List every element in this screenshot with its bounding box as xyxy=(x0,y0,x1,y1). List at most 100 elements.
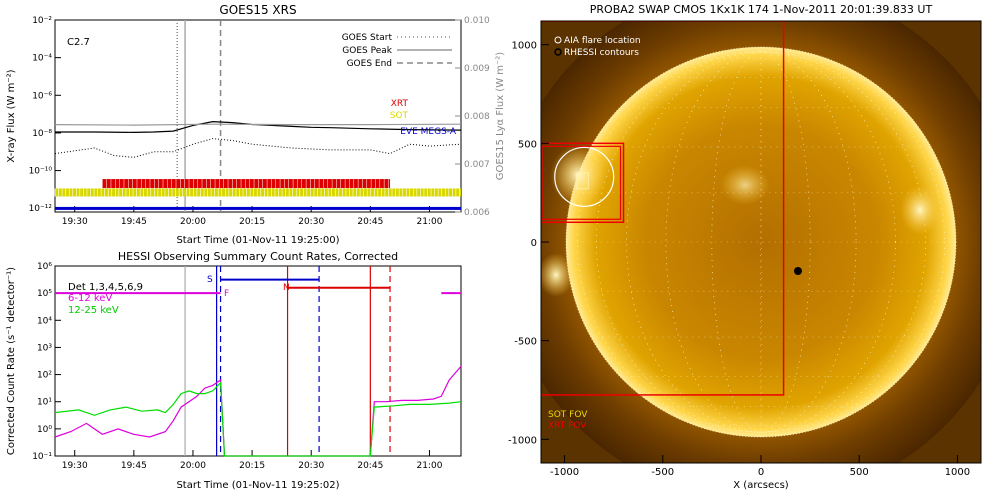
swap-fov-boxes xyxy=(541,21,785,396)
swap-panel: PROBA2 SWAP CMOS 1Kx1K 174 1-Nov-2011 20… xyxy=(508,3,982,491)
hessi-marker-f: F xyxy=(224,289,229,299)
goes-y2tick-label: 0.006 xyxy=(464,208,490,218)
swap-grid-longitude xyxy=(577,51,945,433)
hessi-xtick-label: 19:45 xyxy=(121,461,147,471)
hessi-series-line xyxy=(54,366,462,457)
goes-class-label: C2.7 xyxy=(67,37,90,48)
hessi-panel: HESSI Observing Summary Count Rates, Cor… xyxy=(6,250,462,491)
goes-panel: GOES15 XRS C2.7 10⁻¹²10⁻¹⁰10⁻⁸10⁻⁶10⁻⁴10… xyxy=(6,3,506,246)
goes-bar-eve xyxy=(55,206,461,210)
swap-legend-rhessi: RHESSI contours xyxy=(564,48,639,58)
goes-ytick-label: 10⁻⁴ xyxy=(32,54,52,64)
hessi-xtick-label: 19:30 xyxy=(62,461,88,471)
goes-y2-axis: 0.006 0.007 0.008 0.009 0.010 xyxy=(455,16,490,218)
hessi-legend-high: 12-25 keV xyxy=(68,305,119,316)
swap-ytick-label: 0 xyxy=(531,238,537,249)
swap-active-region-center xyxy=(720,165,770,205)
goes-ytick-label: 10⁻² xyxy=(32,16,52,26)
swap-fov-label-sot: SOT FOV xyxy=(548,410,588,420)
swap-legend: AIA flare location RHESSI contours xyxy=(554,36,641,58)
swap-xtick-label: 1000 xyxy=(945,467,970,478)
swap-active-region-west xyxy=(900,185,940,235)
hessi-ytick-label: 10⁶ xyxy=(37,262,52,272)
goes-xtick-label: 20:15 xyxy=(239,217,265,227)
hessi-ytick-label: 10⁴ xyxy=(37,316,52,326)
swap-xtick-label: -1000 xyxy=(550,467,579,478)
swap-limb-brightening xyxy=(541,253,574,297)
swap-fov-box-inner xyxy=(541,145,622,220)
goes-legend-start: GOES Start xyxy=(342,33,393,43)
goes-y2tick-label: 0.008 xyxy=(464,112,490,122)
hessi-xlabel: Start Time (01-Nov-11 19:25:02) xyxy=(176,480,339,491)
goes-label-sot: SOT xyxy=(390,111,409,121)
goes-label-eve: EVE MEGS-A xyxy=(400,127,457,137)
swap-grid-longitude xyxy=(711,51,811,433)
swap-rhessi-contour xyxy=(575,172,589,190)
swap-fov-label-xrt: XRT FOV xyxy=(548,421,587,431)
hessi-ytick-label: 10³ xyxy=(37,343,52,353)
goes-legend: GOES Start GOES Peak GOES End xyxy=(342,33,452,69)
swap-legend-aia-symbol xyxy=(554,36,562,44)
hessi-xtick-label: 20:15 xyxy=(239,461,265,471)
swap-ytick-label: 1000 xyxy=(512,41,537,52)
hessi-ytick-label: 10¹ xyxy=(37,398,52,408)
swap-xlabel: X (arcsecs) xyxy=(733,480,789,491)
goes-coverage-bars xyxy=(54,179,461,210)
swap-dark-spot xyxy=(794,267,802,275)
goes-ytick-label: 10⁻⁸ xyxy=(32,129,52,139)
swap-solar-disk xyxy=(566,47,956,437)
hessi-xtick-label: 20:00 xyxy=(180,461,206,471)
hessi-ytick-label: 10⁻¹ xyxy=(32,452,52,462)
swap-ytick-label: -1000 xyxy=(508,435,537,446)
goes-series-line xyxy=(55,120,462,134)
goes-series-group xyxy=(54,120,462,158)
hessi-series-group xyxy=(54,366,462,457)
swap-ytick-label: -500 xyxy=(514,337,537,348)
swap-limb-outline xyxy=(565,46,957,438)
goes-ytick-label: 10⁻¹² xyxy=(29,204,53,214)
goes-y2tick-label: 0.009 xyxy=(464,64,490,74)
goes-xtick-label: 21:00 xyxy=(416,217,442,227)
swap-xtick-label: -500 xyxy=(651,467,674,478)
hessi-title: HESSI Observing Summary Count Rates, Cor… xyxy=(118,250,398,263)
swap-title: PROBA2 SWAP CMOS 1Kx1K 174 1-Nov-2011 20… xyxy=(590,3,933,16)
goes-ylabel-right: GOES15 Lyα Flux (W m⁻²) xyxy=(495,52,506,180)
swap-coordinate-grid xyxy=(570,51,952,433)
hessi-x-axis: 19:30 19:45 20:00 20:15 20:30 20:45 21:00 xyxy=(62,450,443,471)
goes-xtick-label: 20:00 xyxy=(180,217,206,227)
hessi-xtick-label: 21:00 xyxy=(416,461,442,471)
goes-y2tick-label: 0.007 xyxy=(464,160,490,170)
swap-active-region-east xyxy=(550,145,606,205)
hessi-y-axis: 10⁻¹ 10⁰ 10¹ 10² 10³ 10⁴ 10⁵ 10⁶ xyxy=(32,262,61,462)
hessi-flag-bars xyxy=(55,278,461,295)
swap-fov-box xyxy=(541,21,785,396)
hessi-ytick-label: 10² xyxy=(37,371,52,381)
goes-xtick-label: 20:45 xyxy=(357,217,383,227)
hessi-plot-frame xyxy=(54,265,462,457)
hessi-marker-n: N xyxy=(283,283,290,293)
swap-x-axis: -1000 -500 0 500 1000 xyxy=(550,455,970,478)
hessi-legend-det: Det 1,3,4,5,6,9 xyxy=(68,282,143,293)
goes-y-axis: 10⁻¹² 10⁻¹⁰ 10⁻⁸ 10⁻⁶ 10⁻⁴ 10⁻² xyxy=(29,16,61,214)
swap-xtick-label: 0 xyxy=(758,467,764,478)
goes-xtick-label: 19:30 xyxy=(62,217,88,227)
goes-y2tick-label: 0.010 xyxy=(464,16,490,26)
hessi-legend-low: 6-12 keV xyxy=(68,293,112,304)
hessi-time-lines xyxy=(184,266,391,456)
hessi-ytick-label: 10⁵ xyxy=(37,289,52,299)
hessi-ylabel: Corrected Count Rate (s⁻¹ detector⁻¹) xyxy=(6,267,17,455)
hessi-marker-s: S xyxy=(207,275,213,285)
hessi-xtick-label: 20:30 xyxy=(298,461,324,471)
swap-grid-longitude xyxy=(665,51,857,433)
hessi-series-line xyxy=(54,381,462,457)
goes-series-line xyxy=(54,123,462,126)
goes-legend-peak: GOES Peak xyxy=(342,46,392,56)
swap-legend-aia: AIA flare location xyxy=(564,36,641,46)
swap-fov-box xyxy=(541,142,625,224)
swap-legend-rhessi-symbol xyxy=(554,48,562,56)
swap-aia-flare-circle xyxy=(554,146,615,207)
goes-xlabel: Start Time (01-Nov-11 19:25:00) xyxy=(176,235,339,246)
swap-ytick-label: 500 xyxy=(518,139,537,150)
swap-y-axis: 1000 500 0 -500 -1000 xyxy=(508,41,549,446)
goes-ytick-label: 10⁻⁶ xyxy=(32,91,52,101)
